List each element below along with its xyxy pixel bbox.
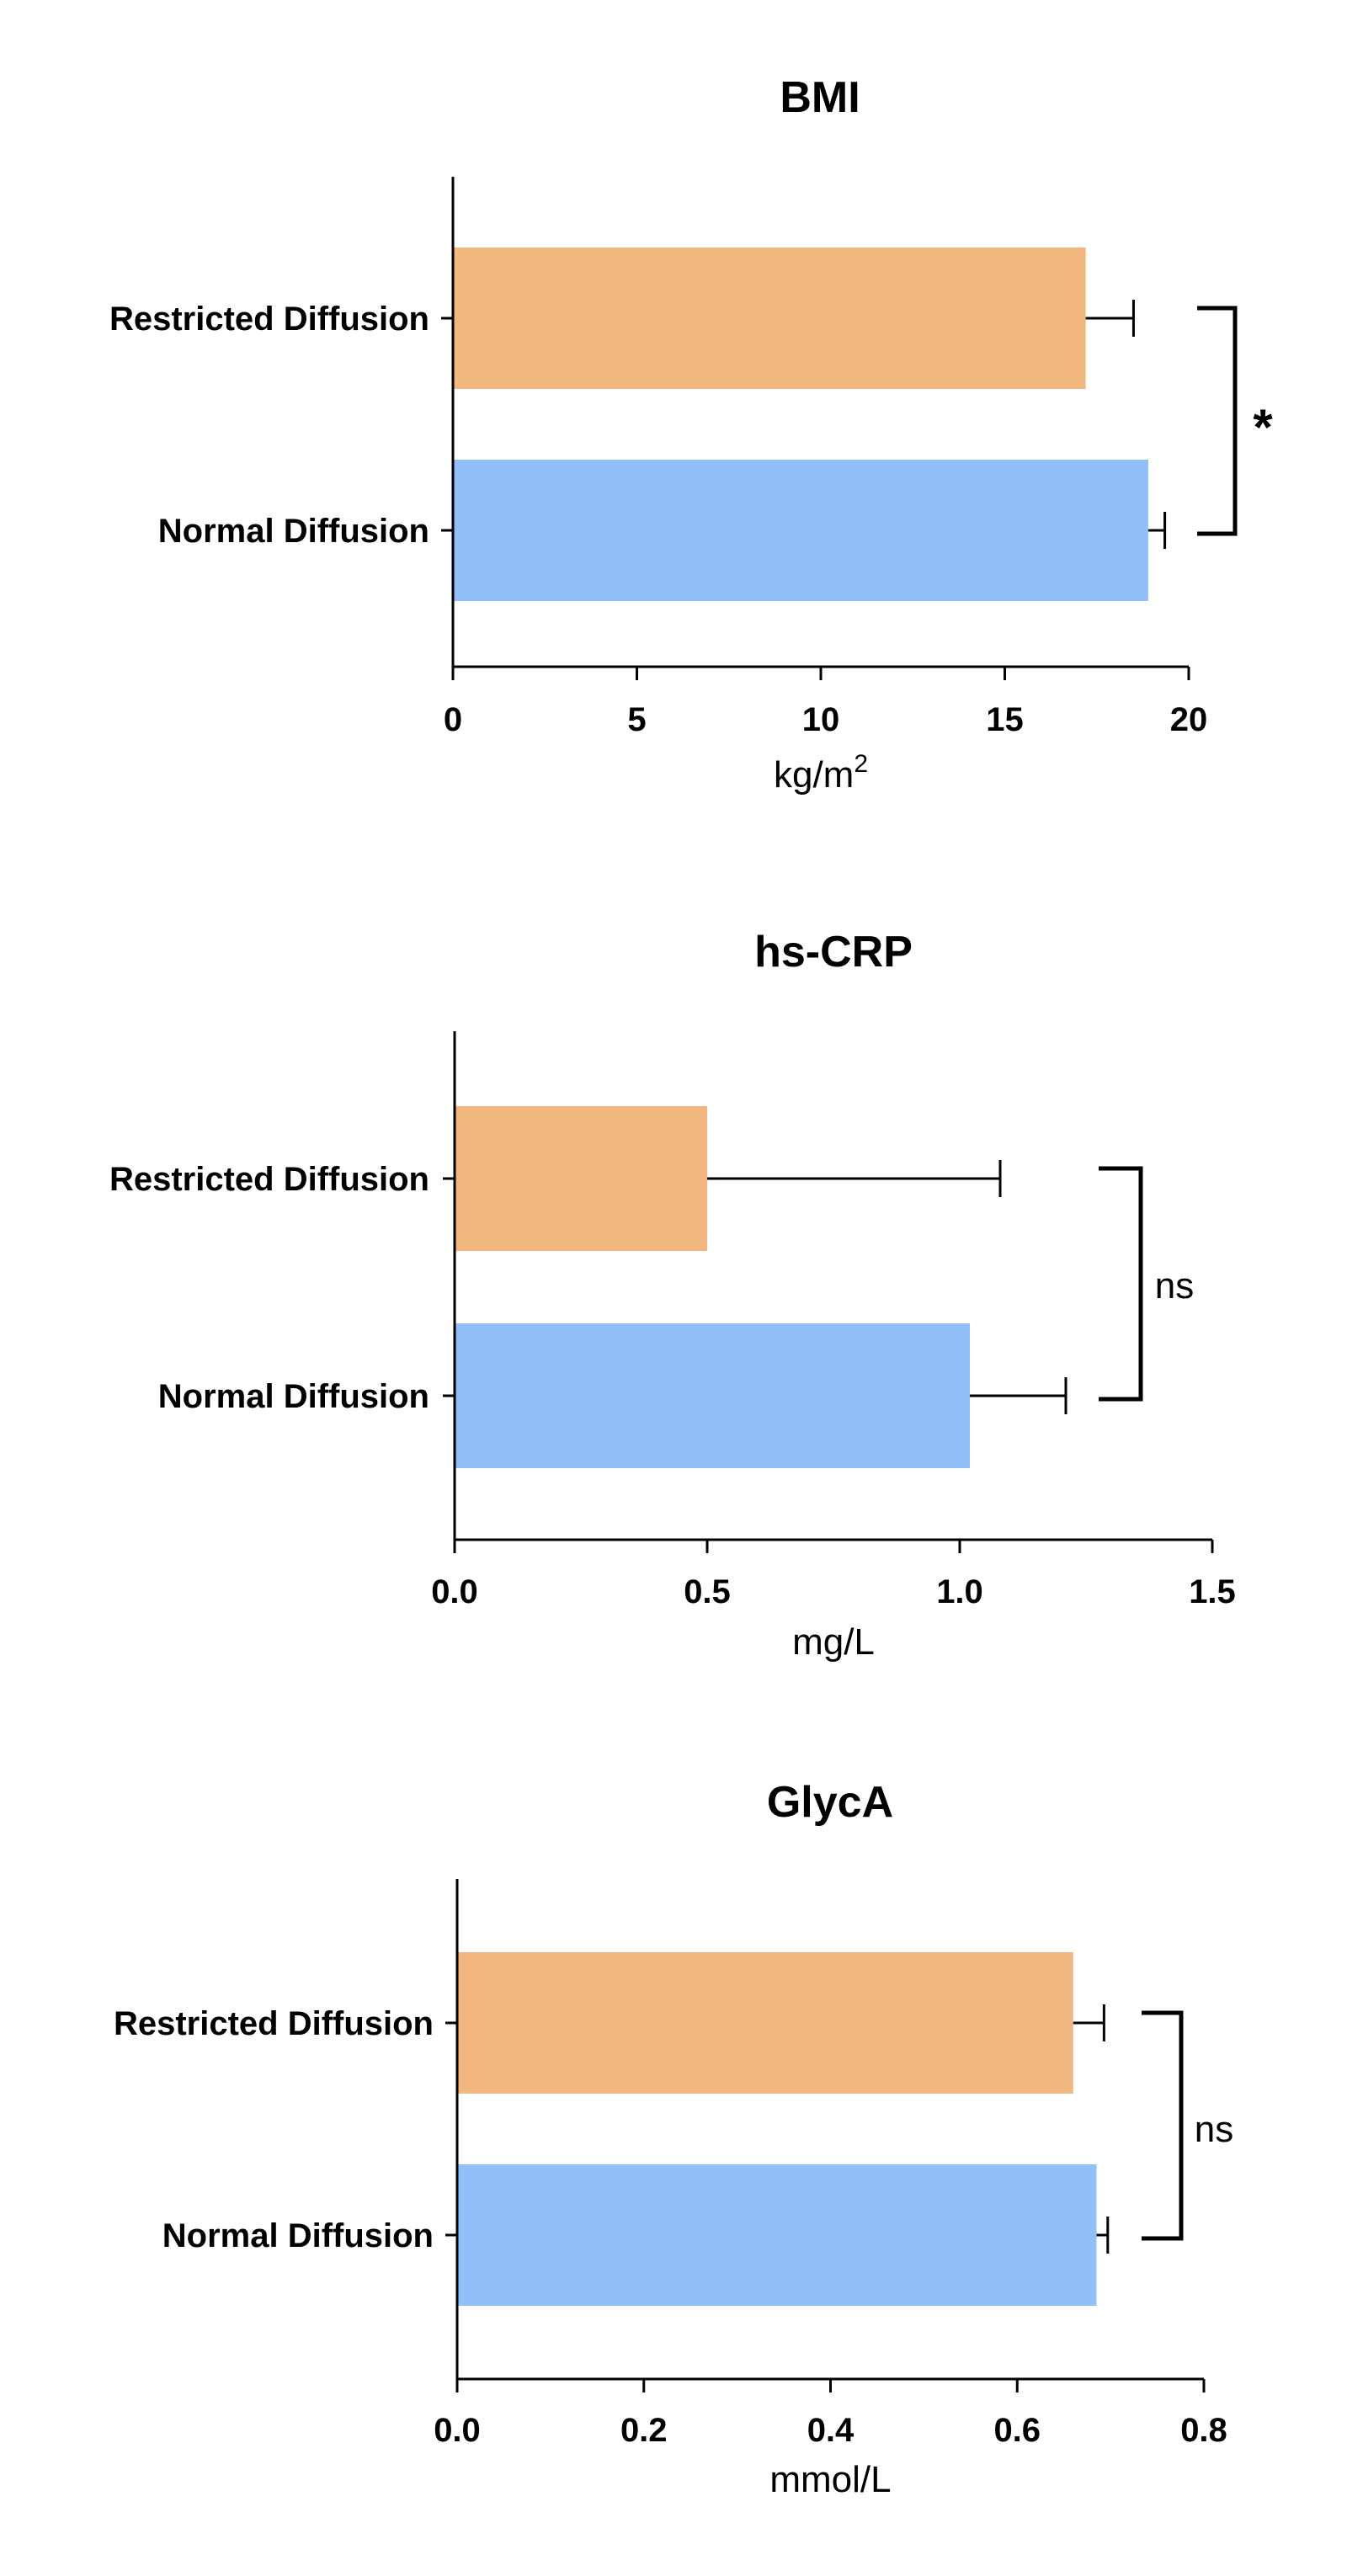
chart1-xtick-label: 0 (444, 701, 462, 738)
chart1-title: BMI (780, 73, 860, 122)
chart3-xtick-label: 0.2 (620, 2412, 668, 2449)
chart1-category-label: Normal Diffusion (158, 513, 429, 550)
chart2-xtick-label: 1.5 (1189, 1573, 1236, 1610)
chart1-category-label: Restricted Diffusion (109, 301, 429, 338)
chart1-xlabel: kg/m2 (774, 750, 868, 796)
chart2-xlabel: mg/L (792, 1621, 875, 1663)
chart1-bar-restricted (453, 247, 1086, 389)
chart3-xtick-label: 0.6 (993, 2412, 1041, 2449)
chart3-significance-label: ns (1195, 2109, 1233, 2150)
chart1-xtick-label: 10 (802, 701, 840, 738)
chart3-category-label: Normal Diffusion (162, 2217, 434, 2254)
chart2-significance-label: ns (1155, 1265, 1194, 1307)
chart2-xtick-label: 0.0 (431, 1573, 478, 1610)
chart3-significance-bracket (1142, 2010, 1184, 2241)
chart3-xtick-label: 0.0 (434, 2412, 481, 2449)
chart1-xtick-label: 20 (1170, 701, 1208, 738)
chart2-bar-restricted (455, 1106, 707, 1251)
chart2-significance-bracket (1099, 1166, 1143, 1402)
chart1-xtick-label: 15 (986, 701, 1024, 738)
chart2-bar-normal (455, 1323, 970, 1468)
chart3-xtick-label: 0.4 (807, 2412, 855, 2449)
chart1-bar-normal (453, 460, 1148, 601)
chart3-xlabel: mmol/L (769, 2459, 891, 2500)
chart3-title: GlycA (767, 1778, 893, 1827)
chart1-xtick-label: 5 (627, 701, 646, 738)
chart3-category-label: Restricted Diffusion (114, 2005, 434, 2042)
chart2-xtick-label: 1.0 (936, 1573, 983, 1610)
chart2-category-label: Normal Diffusion (158, 1378, 429, 1415)
chart1-significance-label: * (1253, 399, 1273, 455)
chart2-xtick-label: 0.5 (684, 1573, 731, 1610)
chart2-title: hs-CRP (754, 928, 913, 977)
chart2-category-label: Restricted Diffusion (109, 1161, 429, 1198)
chart3-xtick-label: 0.8 (1180, 2412, 1227, 2449)
chart3-bar-restricted (457, 1952, 1073, 2094)
chart1-significance-bracket (1197, 306, 1238, 536)
chart3-bar-normal (457, 2164, 1097, 2306)
